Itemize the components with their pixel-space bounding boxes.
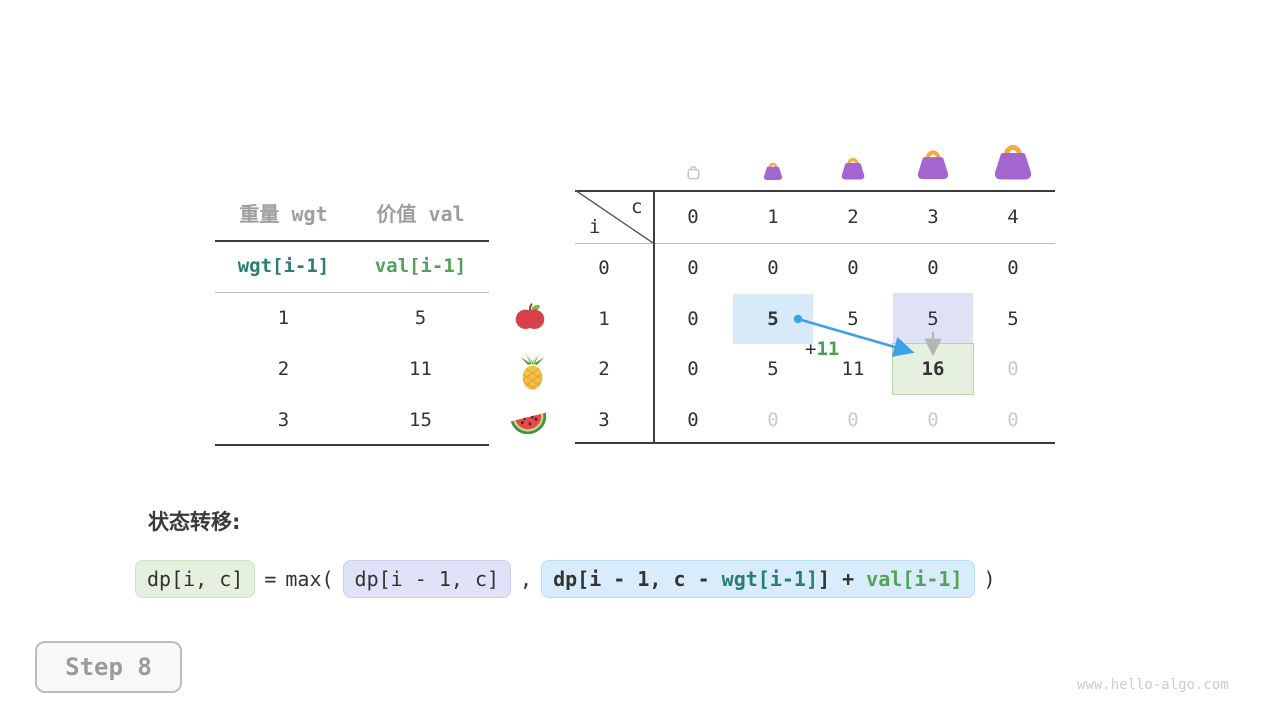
dp-col-header-4: 4 bbox=[1007, 206, 1019, 228]
dp-cell-2-1: 5 bbox=[767, 358, 779, 380]
formula-lhs: dp[i, c] bbox=[135, 560, 256, 598]
dp-cell-3-0: 0 bbox=[687, 409, 699, 431]
formula-comma: , bbox=[520, 567, 533, 591]
dp-cell-0-0: 0 bbox=[687, 257, 699, 279]
formula-take-bracket: ] + bbox=[818, 567, 867, 591]
dp-cell-0-3: 0 bbox=[927, 257, 939, 279]
dp-cell-1-4: 5 bbox=[1007, 308, 1019, 330]
dp-col-header-1: 1 bbox=[767, 206, 779, 228]
formula-close-paren: ) bbox=[983, 567, 996, 591]
bag-icon-capacity-3 bbox=[913, 144, 953, 181]
item-val-2: 11 bbox=[409, 358, 432, 380]
item-table-row-3: 3 15 bbox=[215, 409, 489, 431]
watermark: www.hello-algo.com bbox=[1077, 677, 1229, 693]
dp-row-header-3: 3 bbox=[598, 409, 610, 431]
bag-icon-capacity-1 bbox=[761, 159, 785, 181]
bag-icon-capacity-2 bbox=[838, 153, 868, 181]
formula-option-take: dp[i - 1, c - wgt[i-1]] + val[i-1] bbox=[541, 560, 975, 598]
item-table-row-2: 2 11 bbox=[215, 358, 489, 380]
add-value-annotation: +11 bbox=[805, 338, 839, 360]
dp-cell-3-2: 0 bbox=[847, 409, 859, 431]
item-table-header-row: 重量 wgt 价值 val bbox=[215, 198, 489, 227]
dp-cell-2-2: 11 bbox=[841, 358, 865, 380]
item-table-val-formula: val[i-1] bbox=[374, 255, 467, 277]
item-wgt-2: 2 bbox=[277, 358, 290, 380]
dp-cell-0-4: 0 bbox=[1007, 257, 1019, 279]
transition-arrows bbox=[793, 314, 942, 357]
step-button-label: Step 8 bbox=[65, 653, 152, 681]
dp-cell-1-0: 0 bbox=[687, 308, 699, 330]
dp-col-header-2: 2 bbox=[847, 206, 859, 228]
dp-table: c i 0 1 2 3 4 0 1 2 3 0 0 0 0 0 0 5 5 5 … bbox=[575, 190, 1055, 444]
item-table-wgt-formula: wgt[i-1] bbox=[237, 255, 330, 277]
item-table: 重量 wgt 价值 val wgt[i-1] val[i-1] 1 5 2 11… bbox=[215, 192, 489, 446]
pineapple-icon bbox=[514, 351, 551, 391]
formula-take-dp: dp[i - 1, c - bbox=[553, 567, 722, 591]
corner-diagonal-line bbox=[575, 190, 653, 243]
dp-row-header-1: 1 bbox=[598, 308, 610, 330]
formula-take-wgt: wgt[i-1] bbox=[721, 567, 818, 591]
item-val-3: 15 bbox=[409, 409, 432, 431]
dp-row-header-0: 0 bbox=[598, 257, 610, 279]
added-value: 11 bbox=[816, 338, 840, 360]
dp-cell-1-2: 5 bbox=[847, 308, 859, 330]
item-table-header-val: 价值 val bbox=[376, 202, 465, 226]
item-val-1: 5 bbox=[414, 307, 427, 329]
transition-title: 状态转移: bbox=[148, 510, 241, 534]
item-table-divider-mid bbox=[215, 292, 489, 293]
step-button[interactable]: Step 8 bbox=[35, 641, 182, 693]
dp-cell-1-1: 5 bbox=[767, 308, 779, 330]
dp-cell-0-2: 0 bbox=[847, 257, 859, 279]
dp-border-top bbox=[575, 190, 1055, 192]
dp-header-divider bbox=[575, 243, 1055, 244]
bag-icon-capacity-4 bbox=[989, 137, 1037, 182]
formula-equals: = bbox=[264, 567, 277, 591]
corner-row-var: i bbox=[589, 216, 601, 238]
item-wgt-3: 3 bbox=[277, 409, 290, 431]
apple-icon bbox=[513, 299, 547, 333]
bag-icon-capacity-0 bbox=[684, 161, 703, 182]
dp-cell-2-0: 0 bbox=[687, 358, 699, 380]
plus-sign: + bbox=[805, 338, 817, 360]
dp-cell-3-1: 0 bbox=[767, 409, 779, 431]
formula-take-val: val[i-1] bbox=[866, 567, 963, 591]
item-table-formula-row: wgt[i-1] val[i-1] bbox=[215, 255, 489, 277]
dp-col-header-0: 0 bbox=[687, 206, 699, 228]
item-table-divider-bottom bbox=[215, 444, 489, 446]
dp-cell-3-4: 0 bbox=[1007, 409, 1019, 431]
dp-row-header-2: 2 bbox=[598, 358, 610, 380]
take-arrow-icon bbox=[793, 314, 915, 357]
dp-cell-0-1: 0 bbox=[767, 257, 779, 279]
watermelon-icon bbox=[508, 402, 550, 442]
dp-cell-3-3: 0 bbox=[927, 409, 939, 431]
item-table-row-1: 1 5 bbox=[215, 307, 489, 329]
item-wgt-1: 1 bbox=[277, 307, 290, 329]
dp-vertical-divider bbox=[653, 190, 655, 444]
item-table-header-wgt: 重量 wgt bbox=[239, 202, 328, 226]
dp-col-header-3: 3 bbox=[927, 206, 939, 228]
item-table-divider-top bbox=[215, 240, 489, 242]
dp-cell-2-4: 0 bbox=[1007, 358, 1019, 380]
dp-border-bottom bbox=[575, 442, 1055, 444]
transition-formula: dp[i, c] = max( dp[i - 1, c] , dp[i - 1,… bbox=[135, 560, 996, 598]
dp-cell-2-3: 16 bbox=[921, 358, 945, 380]
formula-option-keep: dp[i - 1, c] bbox=[342, 560, 512, 598]
dp-cell-1-3: 5 bbox=[927, 308, 939, 330]
corner-col-var: c bbox=[631, 196, 643, 218]
formula-max-open: max( bbox=[285, 567, 334, 591]
